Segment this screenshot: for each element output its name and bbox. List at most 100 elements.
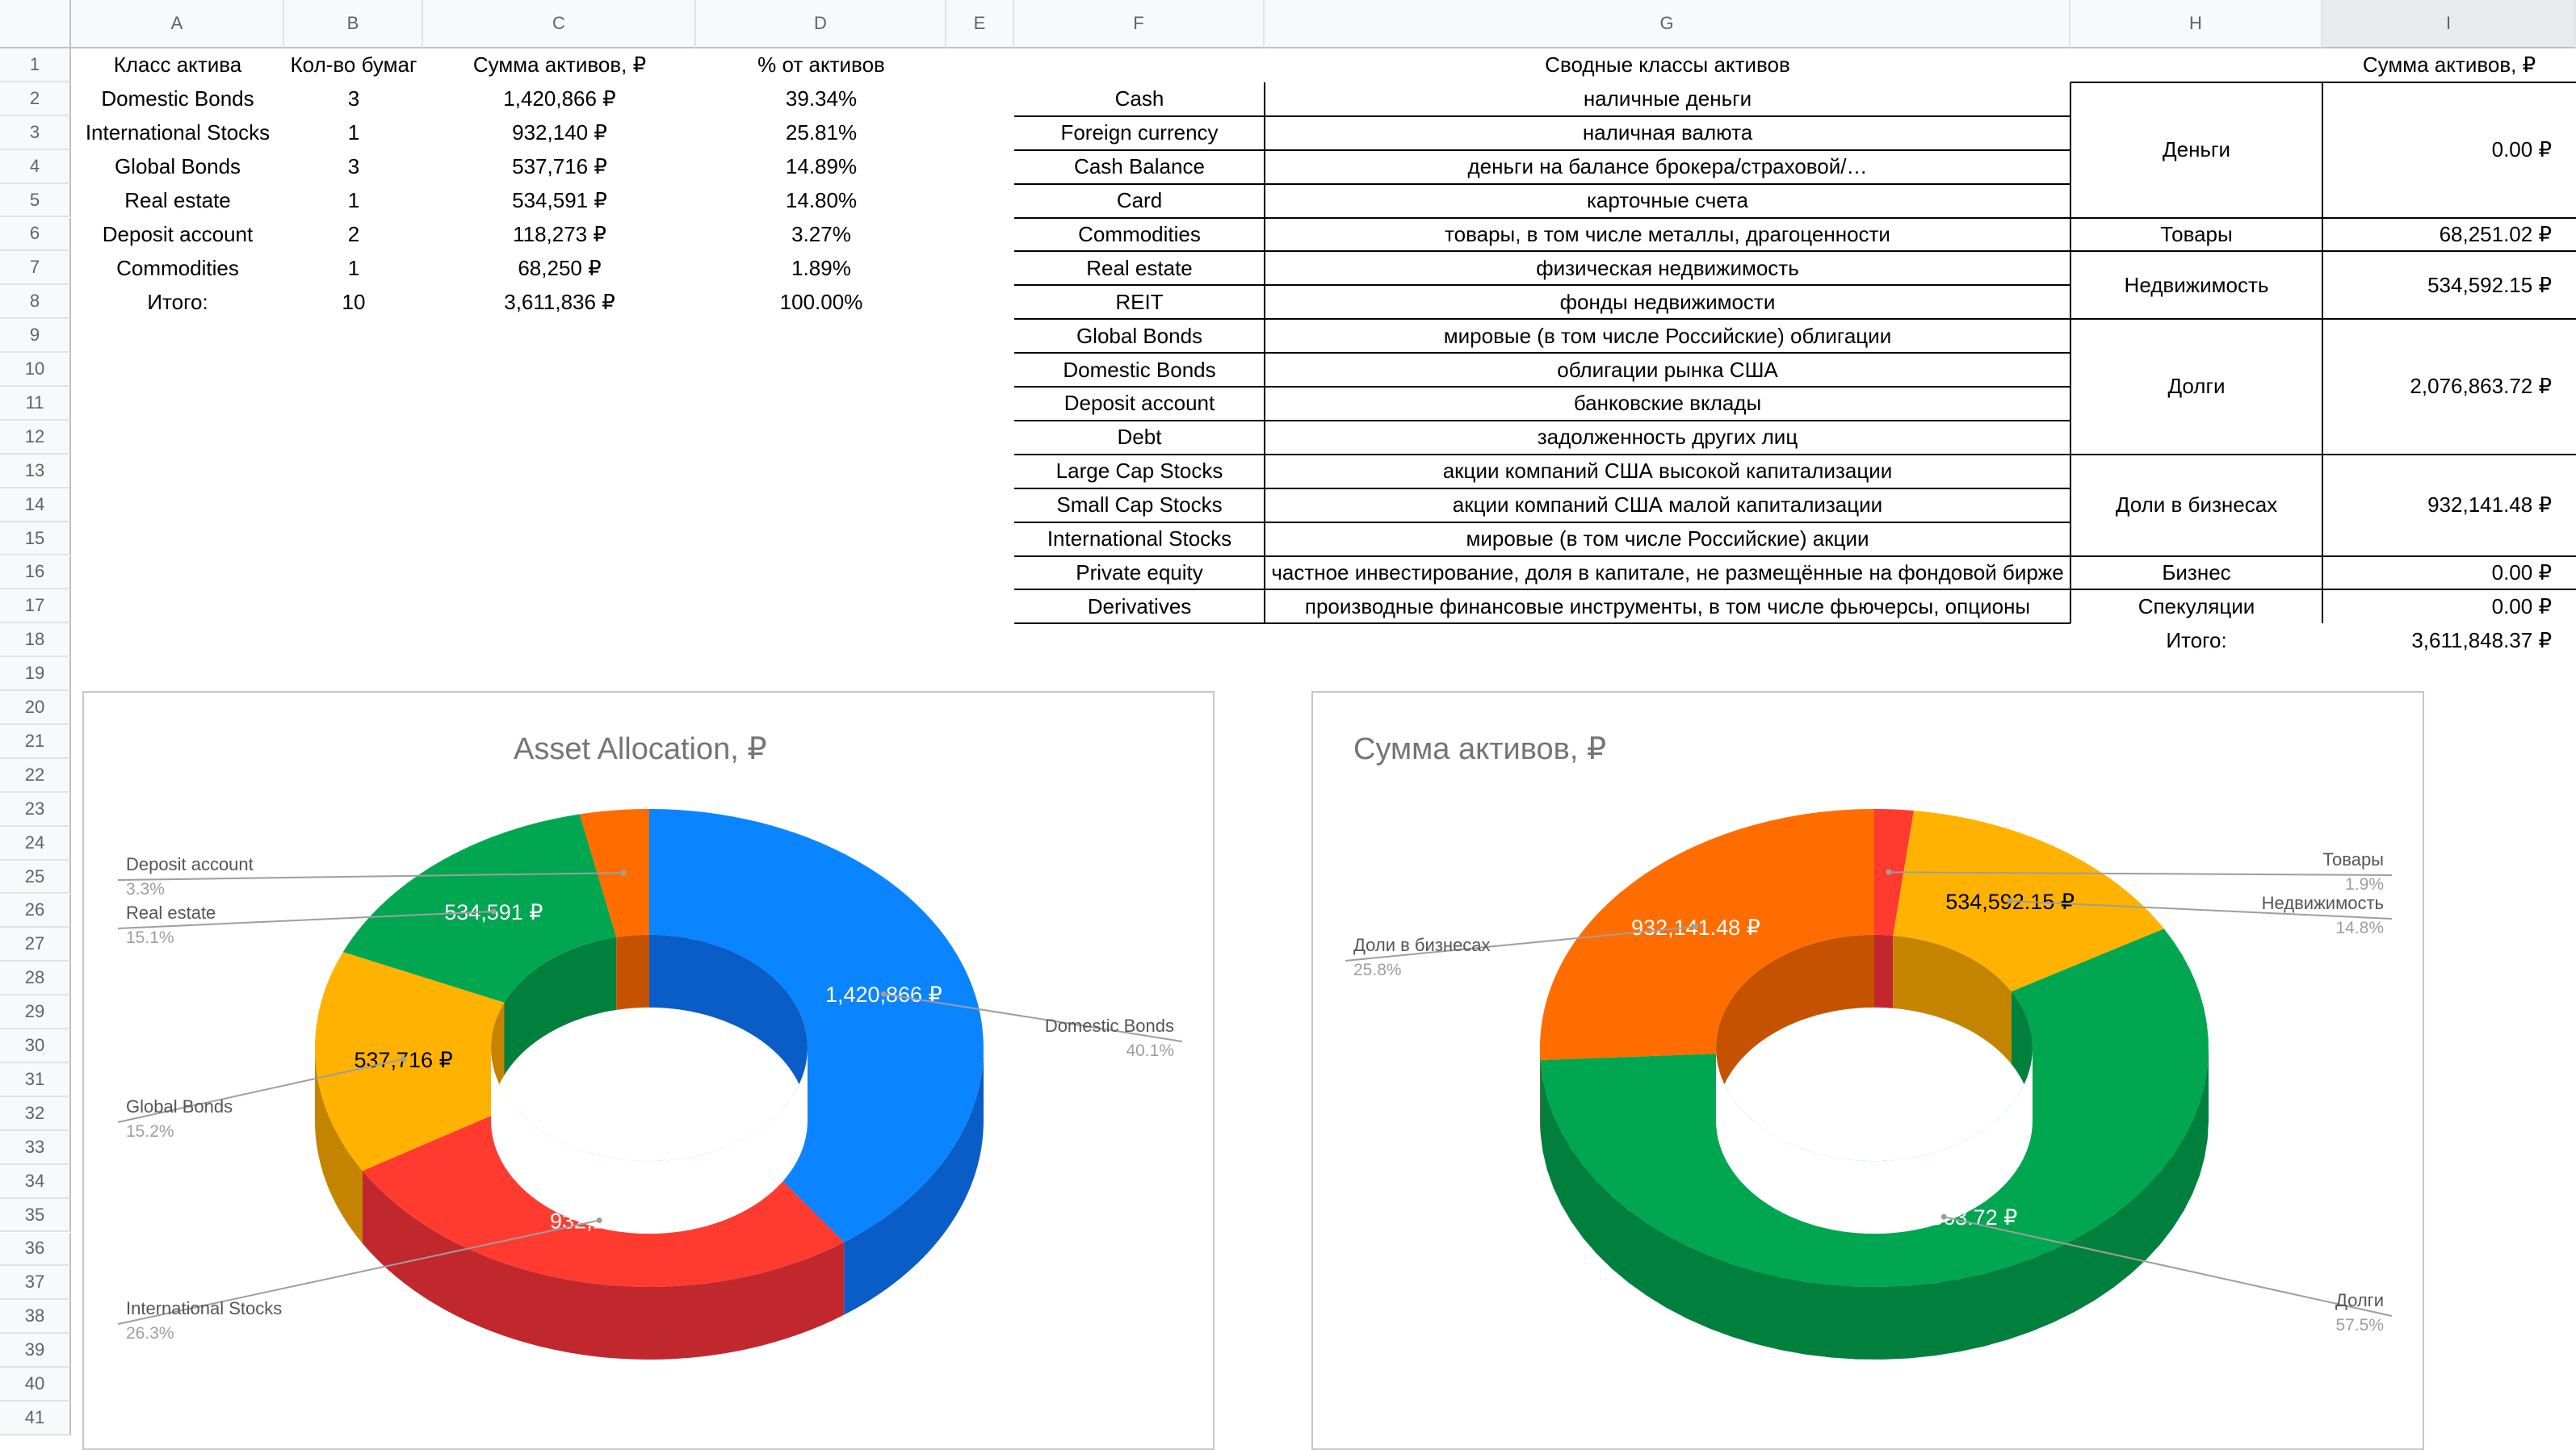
row-header-40[interactable]: 40 — [0, 1368, 71, 1402]
asset-class-cell[interactable]: Debt — [1117, 425, 1162, 450]
left-table-header-cell[interactable]: % от активов — [757, 52, 885, 78]
summary-group-sum[interactable]: 2,076,863.72 ₽ — [2410, 374, 2552, 399]
summary-group-sum[interactable]: 932,141.48 ₽ — [2427, 492, 2552, 518]
asset-class-cell[interactable]: Small Cap Stocks — [1056, 492, 1223, 518]
column-header-c[interactable]: C — [423, 0, 696, 48]
asset-class-cell[interactable]: Private equity — [1076, 559, 1203, 585]
row-header-33[interactable]: 33 — [0, 1130, 71, 1165]
left-table-cell[interactable]: 118,273 ₽ — [513, 221, 606, 246]
row-header-18[interactable]: 18 — [0, 623, 71, 658]
asset-class-cell[interactable]: Deposit account — [1064, 391, 1215, 416]
row-header-14[interactable]: 14 — [0, 488, 71, 522]
left-table-cell[interactable]: 1 — [347, 255, 360, 280]
summary-group-sum[interactable]: 0.00 ₽ — [2491, 559, 2552, 585]
row-header-19[interactable]: 19 — [0, 657, 71, 692]
row-header-21[interactable]: 21 — [0, 725, 71, 759]
row-header-17[interactable]: 17 — [0, 589, 71, 624]
summary-total-value[interactable]: 3,611,848.37 ₽ — [2411, 627, 2552, 652]
asset-class-description[interactable]: физическая недвижимость — [1536, 255, 1799, 280]
column-header-d[interactable]: D — [696, 0, 946, 48]
row-header-15[interactable]: 15 — [0, 522, 71, 556]
asset-sum-chart[interactable]: Сумма активов, ₽534,592.15 ₽2,076,863.72… — [1311, 691, 2424, 1450]
left-table-cell[interactable]: 537,716 ₽ — [512, 154, 607, 179]
select-all-corner[interactable] — [0, 0, 71, 48]
row-header-9[interactable]: 9 — [0, 319, 71, 354]
column-header-b[interactable]: B — [284, 0, 423, 48]
asset-class-description[interactable]: товары, в том числе металлы, драгоценнос… — [1445, 221, 1890, 246]
asset-class-description[interactable]: деньги на балансе брокера/страховой/… — [1467, 154, 1868, 179]
summary-classes-header[interactable]: Сводные классы активов — [1545, 52, 1790, 78]
asset-class-cell[interactable]: Large Cap Stocks — [1055, 459, 1223, 484]
column-header-g[interactable]: G — [1265, 0, 2070, 48]
left-table-cell[interactable]: 1 — [347, 120, 360, 145]
row-header-16[interactable]: 16 — [0, 555, 71, 590]
asset-class-cell[interactable]: Real estate — [1086, 255, 1193, 280]
summary-group-sum[interactable]: 0.00 ₽ — [2491, 137, 2552, 162]
row-header-8[interactable]: 8 — [0, 285, 71, 320]
row-header-13[interactable]: 13 — [0, 454, 71, 488]
row-header-37[interactable]: 37 — [0, 1266, 71, 1301]
left-table-cell[interactable]: 3 — [347, 154, 360, 179]
row-header-35[interactable]: 35 — [0, 1198, 71, 1233]
column-header-f[interactable]: F — [1014, 0, 1265, 48]
left-table-cell[interactable]: Deposit account — [102, 221, 254, 246]
row-header-41[interactable]: 41 — [0, 1402, 71, 1435]
column-header-a[interactable]: A — [71, 0, 284, 48]
asset-class-description[interactable]: мировые (в том числе Российские) акции — [1466, 526, 1869, 551]
asset-class-cell[interactable]: Foreign currency — [1060, 120, 1219, 145]
left-table-cell[interactable]: 534,591 ₽ — [512, 188, 607, 213]
row-header-3[interactable]: 3 — [0, 115, 71, 150]
left-table-cell[interactable]: 2 — [347, 221, 360, 246]
column-header-e[interactable]: E — [946, 0, 1014, 48]
asset-class-description[interactable]: производные финансовые инструменты, в то… — [1304, 593, 2031, 618]
row-header-30[interactable]: 30 — [0, 1029, 71, 1063]
row-header-25[interactable]: 25 — [0, 860, 71, 895]
summary-group-name[interactable]: Бизнес — [2162, 559, 2231, 585]
row-header-34[interactable]: 34 — [0, 1164, 71, 1199]
summary-group-name[interactable]: Товары — [2160, 221, 2233, 246]
asset-class-cell[interactable]: Cash — [1114, 86, 1164, 111]
left-table-cell[interactable]: Real estate — [124, 188, 231, 213]
left-table-cell[interactable]: 14.89% — [785, 154, 858, 179]
row-header-38[interactable]: 38 — [0, 1300, 71, 1335]
left-table-cell[interactable]: 100.00% — [779, 289, 863, 314]
row-header-6[interactable]: 6 — [0, 217, 71, 252]
summary-group-sum[interactable]: 68,251.02 ₽ — [2439, 221, 2552, 246]
asset-class-cell[interactable]: REIT — [1115, 289, 1164, 314]
row-header-32[interactable]: 32 — [0, 1096, 71, 1131]
row-header-2[interactable]: 2 — [0, 82, 71, 116]
asset-class-description[interactable]: наличная валюта — [1582, 120, 1753, 145]
summary-group-name[interactable]: Деньги — [2163, 137, 2230, 162]
left-table-cell[interactable]: Commodities — [116, 255, 239, 280]
row-header-20[interactable]: 20 — [0, 691, 71, 725]
row-header-29[interactable]: 29 — [0, 995, 71, 1030]
summary-group-sum[interactable]: 0.00 ₽ — [2491, 593, 2552, 618]
row-header-28[interactable]: 28 — [0, 962, 71, 996]
row-header-7[interactable]: 7 — [0, 251, 71, 286]
asset-class-description[interactable]: частное инвестирование, доля в капитале,… — [1271, 559, 2064, 585]
asset-class-description[interactable]: акции компаний США высокой капитализации — [1442, 459, 1893, 484]
row-header-10[interactable]: 10 — [0, 353, 71, 387]
row-header-4[interactable]: 4 — [0, 149, 71, 184]
left-table-cell[interactable]: 25.81% — [785, 120, 858, 145]
left-table-cell[interactable]: 68,250 ₽ — [518, 255, 602, 280]
asset-class-cell[interactable]: Cash Balance — [1074, 154, 1205, 179]
summary-group-sum[interactable]: 534,592.15 ₽ — [2427, 272, 2552, 297]
row-header-31[interactable]: 31 — [0, 1063, 71, 1097]
asset-class-cell[interactable]: Commodities — [1078, 221, 1201, 246]
row-header-39[interactable]: 39 — [0, 1334, 71, 1368]
row-header-24[interactable]: 24 — [0, 826, 71, 861]
summary-sum-header[interactable]: Сумма активов, ₽ — [2362, 52, 2536, 78]
asset-class-description[interactable]: задолженность других лиц — [1537, 425, 1798, 450]
summary-group-name[interactable]: Спекуляции — [2138, 593, 2255, 618]
asset-class-description[interactable]: облигации рынка США — [1557, 357, 1778, 382]
row-header-5[interactable]: 5 — [0, 183, 71, 218]
row-header-22[interactable]: 22 — [0, 758, 71, 793]
left-table-cell[interactable]: 932,140 ₽ — [512, 120, 607, 145]
summary-total-label[interactable]: Итого: — [2166, 627, 2227, 652]
left-table-cell[interactable]: Domestic Bonds — [101, 86, 254, 111]
left-table-cell[interactable]: 39.34% — [785, 86, 858, 111]
left-table-cell[interactable]: 1 — [347, 188, 360, 213]
summary-group-name[interactable]: Недвижимость — [2124, 272, 2269, 297]
